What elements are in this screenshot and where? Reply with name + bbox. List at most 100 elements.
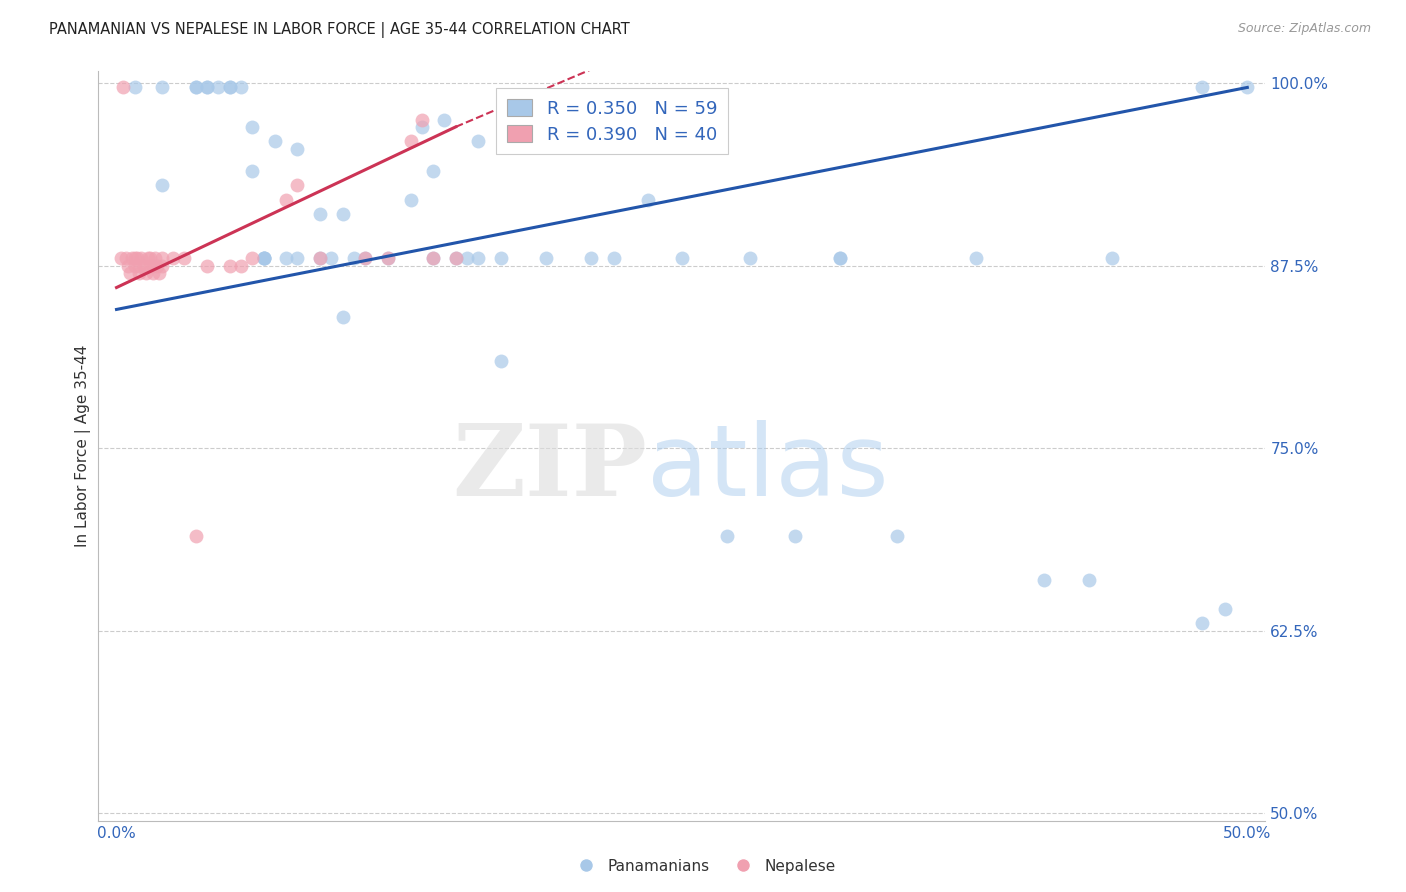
Point	[783, 529, 806, 543]
Point	[142, 259, 165, 273]
Point	[184, 529, 207, 543]
Point	[738, 252, 761, 266]
Point	[276, 252, 298, 266]
Point	[173, 252, 195, 266]
Point	[124, 252, 146, 266]
Point	[411, 120, 433, 134]
Point	[377, 252, 399, 266]
Point	[1101, 252, 1123, 266]
Point	[422, 252, 444, 266]
Point	[321, 252, 343, 266]
Point	[411, 112, 433, 127]
Point	[489, 252, 512, 266]
Point	[1191, 80, 1213, 95]
Point	[110, 252, 132, 266]
Point	[263, 135, 285, 149]
Point	[207, 80, 229, 95]
Point	[1078, 573, 1101, 587]
Point	[195, 259, 218, 273]
Point	[467, 252, 489, 266]
Point	[343, 252, 366, 266]
Y-axis label: In Labor Force | Age 35-44: In Labor Force | Age 35-44	[76, 345, 91, 547]
Point	[422, 252, 444, 266]
Point	[128, 259, 150, 273]
Point	[218, 80, 240, 95]
Point	[125, 252, 148, 266]
Point	[276, 193, 298, 207]
Point	[146, 259, 169, 273]
Point	[444, 252, 467, 266]
Point	[135, 266, 157, 280]
Point	[240, 252, 263, 266]
Point	[252, 252, 274, 266]
Legend: Panamanians, Nepalese: Panamanians, Nepalese	[564, 853, 842, 880]
Point	[886, 529, 908, 543]
Point	[124, 259, 146, 273]
Point	[422, 163, 444, 178]
Point	[218, 259, 240, 273]
Point	[195, 80, 218, 95]
Point	[332, 310, 354, 324]
Point	[150, 178, 173, 193]
Point	[603, 252, 626, 266]
Text: ZIP: ZIP	[451, 420, 647, 517]
Point	[444, 252, 467, 266]
Point	[162, 252, 184, 266]
Point	[1032, 573, 1054, 587]
Point	[399, 193, 422, 207]
Point	[128, 266, 150, 280]
Point	[309, 252, 332, 266]
Point	[716, 529, 738, 543]
Point	[117, 259, 139, 273]
Point	[433, 112, 456, 127]
Point	[131, 252, 153, 266]
Point	[150, 252, 173, 266]
Point	[121, 252, 143, 266]
Point	[377, 252, 399, 266]
Point	[581, 252, 603, 266]
Point	[114, 252, 136, 266]
Point	[136, 252, 159, 266]
Point	[287, 252, 309, 266]
Point	[354, 252, 377, 266]
Point	[354, 252, 377, 266]
Point	[139, 252, 162, 266]
Point	[139, 259, 162, 273]
Point	[1191, 616, 1213, 631]
Point	[534, 252, 557, 266]
Point	[240, 120, 263, 134]
Point	[120, 266, 142, 280]
Point	[456, 252, 478, 266]
Point	[309, 252, 332, 266]
Point	[229, 259, 252, 273]
Point	[287, 178, 309, 193]
Point	[150, 259, 173, 273]
Point	[124, 80, 146, 95]
Point	[965, 252, 987, 266]
Point	[252, 252, 274, 266]
Point	[399, 135, 422, 149]
Point	[287, 142, 309, 156]
Point	[1213, 602, 1236, 616]
Point	[309, 207, 332, 221]
Text: atlas: atlas	[647, 420, 889, 517]
Point	[252, 252, 274, 266]
Point	[467, 135, 489, 149]
Point	[252, 252, 274, 266]
Point	[332, 207, 354, 221]
Point	[218, 80, 240, 95]
Point	[830, 252, 852, 266]
Point	[184, 80, 207, 95]
Point	[148, 266, 170, 280]
Legend: R = 0.350   N = 59, R = 0.390   N = 40: R = 0.350 N = 59, R = 0.390 N = 40	[496, 88, 728, 154]
Point	[671, 252, 693, 266]
Point	[1236, 80, 1258, 95]
Point	[142, 266, 165, 280]
Point	[195, 80, 218, 95]
Point	[112, 80, 135, 95]
Point	[637, 193, 659, 207]
Point	[184, 80, 207, 95]
Text: Source: ZipAtlas.com: Source: ZipAtlas.com	[1237, 22, 1371, 36]
Point	[150, 80, 173, 95]
Point	[830, 252, 852, 266]
